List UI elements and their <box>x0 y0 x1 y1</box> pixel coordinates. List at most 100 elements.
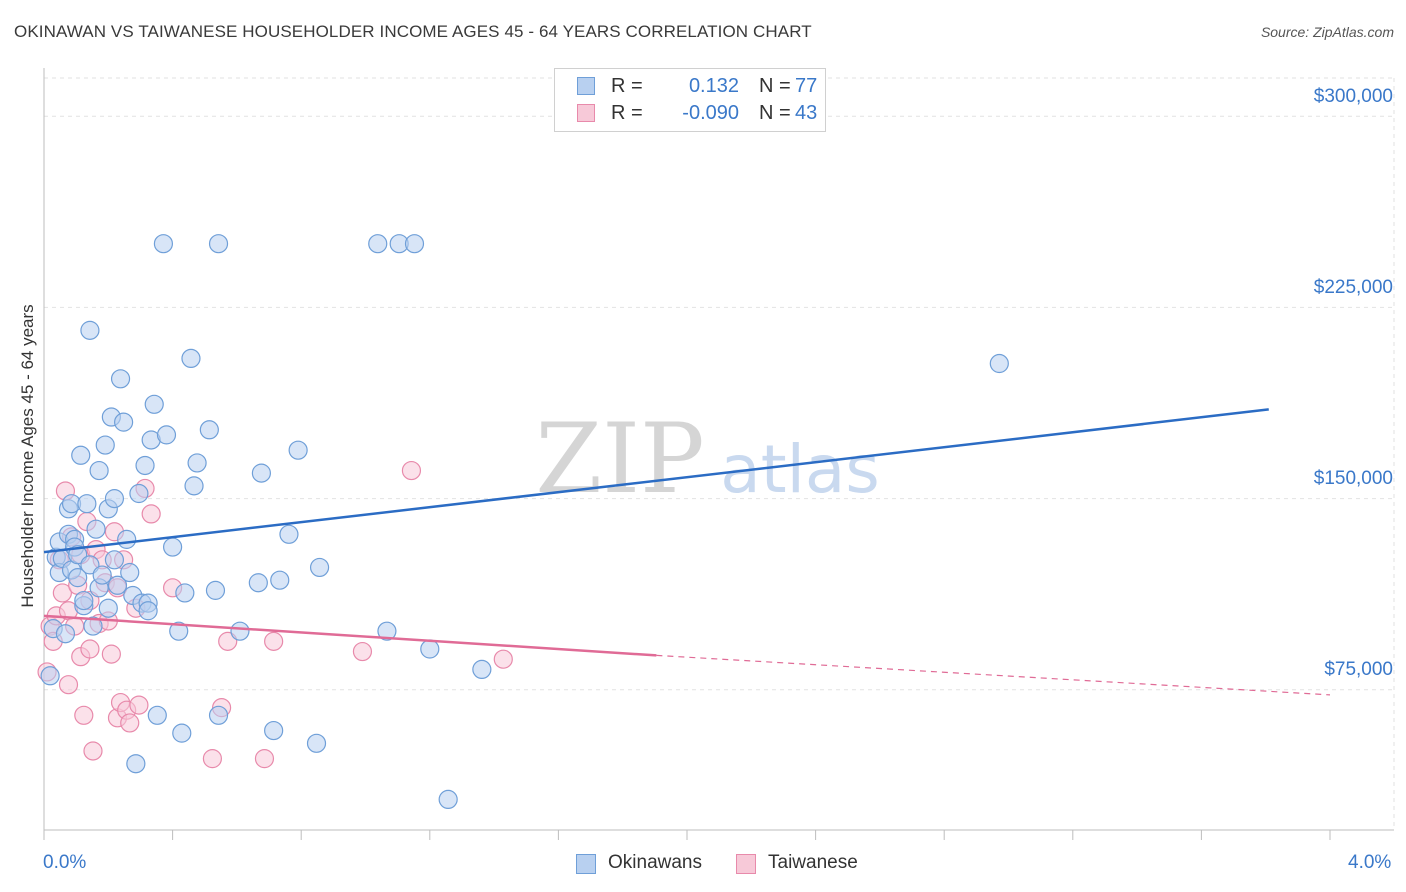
legend-r-value: -0.090 <box>682 102 739 124</box>
okinawan-point <box>181 348 201 369</box>
okinawan-point <box>205 580 226 600</box>
taiwanese-point <box>352 641 373 662</box>
taiwanese-point <box>120 713 140 733</box>
okinawan-point <box>80 320 100 340</box>
legend-r-label: R = <box>611 75 643 97</box>
taiwanese-point <box>202 749 223 769</box>
legend-n-label: N = <box>759 75 791 97</box>
taiwanese-trend-extension <box>656 654 1331 696</box>
x-tick-label-min: 0.0% <box>43 852 87 873</box>
okinawan-point <box>104 550 125 570</box>
okinawan-point <box>40 666 60 686</box>
okinawan-point <box>368 234 388 254</box>
okinawan-point <box>377 621 397 641</box>
legend-r-value: 0.132 <box>688 75 739 97</box>
taiwanese-point <box>254 749 275 769</box>
okinawan-point <box>208 705 229 725</box>
taiwanese-point <box>218 631 238 651</box>
y-tick-label: $150,000 <box>1313 468 1393 489</box>
okinawans-legend-label: Okinawans <box>608 852 702 873</box>
okinawan-point <box>77 494 97 514</box>
taiwanese-point <box>401 460 422 481</box>
watermark-zip: ZIP <box>535 403 704 515</box>
okinawan-swatch <box>577 77 595 95</box>
okinawan-point <box>438 789 458 810</box>
taiwanese-legend-label: Taiwanese <box>768 852 858 873</box>
okinawan-point <box>117 529 137 549</box>
okinawan-point <box>251 463 271 483</box>
axes <box>43 68 1394 840</box>
okinawans-legend-swatch <box>576 854 596 874</box>
taiwanese-point <box>129 695 149 715</box>
okinawan-point <box>110 369 131 389</box>
source-label: Source: ZipAtlas.com <box>1260 24 1394 40</box>
chart-title: OKINAWAN VS TAIWANESE HOUSEHOLDER INCOME… <box>14 22 812 41</box>
okinawan-point <box>270 570 290 590</box>
taiwanese-point <box>58 675 79 695</box>
taiwanese-point <box>52 583 72 603</box>
okinawan-point <box>80 555 100 575</box>
okinawan-point <box>55 624 76 644</box>
legend-n-value: 43 <box>795 102 818 124</box>
okinawan-point <box>114 412 134 432</box>
okinawan-point <box>230 621 250 641</box>
watermark: ZIP atlas <box>535 403 879 515</box>
okinawan-point <box>107 575 128 595</box>
okinawan-point <box>187 453 207 473</box>
okinawan-point <box>264 720 284 741</box>
okinawan-point <box>144 394 164 414</box>
okinawan-point <box>172 723 192 743</box>
taiwanese-point <box>74 705 94 725</box>
trend-lines <box>43 408 1331 696</box>
taiwanese-swatch <box>577 104 595 122</box>
okinawan-point <box>199 420 219 440</box>
okinawan-point <box>248 573 268 593</box>
okinawan-point <box>175 583 195 603</box>
okinawan-point <box>169 621 189 641</box>
okinawan-point <box>98 598 118 618</box>
legend-n-value: 77 <box>795 75 818 97</box>
grid-lines <box>44 77 1395 830</box>
okinawan-point <box>68 545 88 565</box>
taiwanese-point <box>80 639 100 659</box>
y-axis-label: Householder Income Ages 45 - 64 years <box>18 304 37 608</box>
okinawan-point <box>279 524 299 544</box>
okinawan-point <box>68 568 88 588</box>
okinawan-point <box>126 754 146 774</box>
taiwanese-legend-swatch <box>736 854 756 874</box>
okinawan-point <box>306 733 327 753</box>
okinawan-point <box>95 435 115 455</box>
taiwanese-trend-line <box>43 614 657 657</box>
okinawan-point <box>208 234 229 254</box>
okinawan-point <box>129 483 149 504</box>
okinawan-point <box>404 234 425 254</box>
taiwanese-point <box>101 644 121 664</box>
okinawan-point <box>147 705 167 725</box>
okinawan-point <box>309 557 330 578</box>
legend-r-label: R = <box>611 102 643 124</box>
correlation-legend: R = 0.132 N = 77 R = -0.090 N = 43 <box>554 68 826 132</box>
okinawan-point <box>472 659 492 680</box>
okinawan-point <box>135 455 155 476</box>
taiwanese-point <box>83 741 103 761</box>
y-tick-label: $300,000 <box>1313 86 1393 107</box>
okinawan-point <box>138 601 158 621</box>
taiwanese-point <box>141 504 161 524</box>
okinawan-point <box>184 476 204 496</box>
y-tick-label: $225,000 <box>1313 277 1393 298</box>
okinawan-point <box>86 519 106 539</box>
y-tick-label: $75,000 <box>1324 659 1393 680</box>
okinawan-point <box>89 460 109 481</box>
legend-n-label: N = <box>759 102 791 124</box>
okinawan-points <box>40 234 1009 810</box>
okinawan-point <box>420 639 440 659</box>
okinawan-point <box>120 562 140 583</box>
taiwanese-point <box>493 649 513 669</box>
okinawan-point <box>74 590 94 611</box>
okinawan-point <box>153 234 174 254</box>
x-tick-label-max: 4.0% <box>1348 852 1392 873</box>
okinawan-trend-line <box>43 408 1269 554</box>
okinawan-point <box>92 565 112 585</box>
okinawan-point <box>989 353 1009 374</box>
